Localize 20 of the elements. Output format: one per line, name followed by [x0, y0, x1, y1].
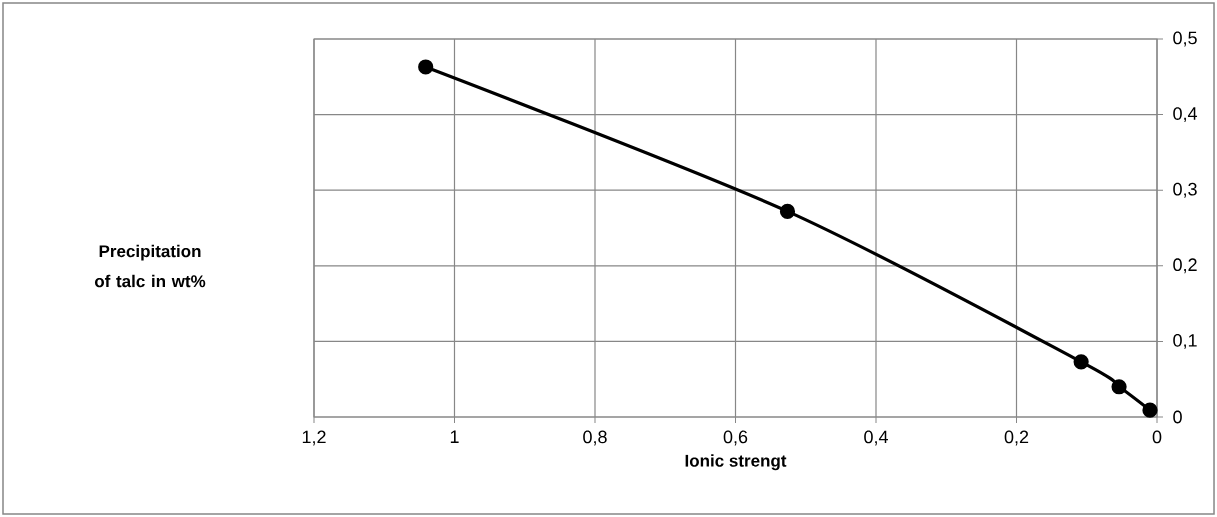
point: [1073, 354, 1089, 370]
x-tick-label: 0,6: [723, 430, 748, 446]
point: [418, 59, 434, 75]
x-tick-label: 1: [450, 430, 459, 443]
x-tick-label: 0,4: [864, 430, 888, 446]
y-tick-label: 0,4: [1173, 107, 1198, 123]
y-tick-label: 0,1: [1173, 333, 1197, 349]
point: [1142, 402, 1158, 418]
x-tick-label: 0,2: [1004, 430, 1029, 446]
text: Precipitation of talc in wt%: [94, 244, 206, 288]
point: [779, 203, 796, 219]
y-tick-label: 0,5: [1173, 31, 1197, 47]
y-tick-label: 0,3: [1173, 182, 1197, 198]
x-tick-label: 0,8: [583, 430, 607, 446]
x-axis-title: Ionic strengt: [685, 454, 787, 471]
y-tick-label: 0: [1173, 410, 1182, 424]
y-tick-label: 0,2: [1173, 258, 1197, 274]
x-tick-label: 1,2: [302, 430, 326, 446]
x-tick-label: 0: [1152, 430, 1162, 444]
point: [1111, 379, 1127, 395]
